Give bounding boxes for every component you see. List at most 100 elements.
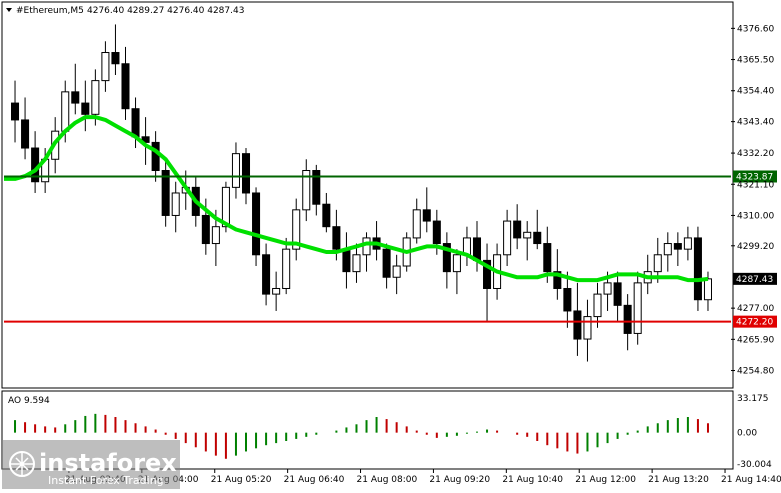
- candle-body: [513, 220, 522, 239]
- price-tick-label: 4299.20: [737, 242, 774, 252]
- candle-body: [653, 254, 662, 273]
- candle-body: [221, 186, 230, 228]
- candle-body: [322, 203, 331, 228]
- level-tag-text: 4272.20: [736, 318, 773, 328]
- candle-body: [252, 192, 261, 256]
- candle-body: [11, 102, 20, 121]
- candle-body: [111, 52, 120, 65]
- candle-body: [211, 226, 220, 245]
- price-tick-label: 4321.10: [737, 180, 774, 190]
- candle-body: [91, 80, 100, 115]
- ao-tick-label: 33.175: [737, 394, 769, 404]
- candle-body: [71, 91, 80, 104]
- time-axis: 21 Aug 02:40 21 Aug 04:00 21 Aug 05:20 21 A…: [65, 469, 781, 485]
- time-tick-label: 21 Aug 02:40: [65, 475, 126, 485]
- candle-body: [683, 237, 692, 250]
- candle-body: [161, 170, 170, 216]
- candle-body: [151, 141, 160, 172]
- candle-body: [533, 231, 542, 245]
- time-tick-label: 21 Aug 08:00: [357, 475, 418, 485]
- chart-header: #Ethereum,M5 4276.40 4289.27 4276.40 428…: [6, 6, 244, 16]
- current-price-tag: [733, 272, 777, 285]
- candle-body: [663, 243, 672, 256]
- candle-body: [272, 287, 281, 295]
- candle-body: [61, 91, 70, 132]
- candle-body: [342, 248, 351, 273]
- symbol-label: #Ethereum,M5: [16, 6, 84, 16]
- price-tick-label: 4376.60: [737, 24, 774, 34]
- candle-body: [442, 243, 451, 273]
- candle-body: [503, 220, 512, 256]
- ao-tick-label: -30.004: [737, 460, 772, 470]
- candle-body: [302, 170, 311, 211]
- candle-body: [412, 209, 421, 239]
- time-tick-label: 21 Aug 09:20: [429, 475, 490, 485]
- time-tick-label: 21 Aug 12:00: [575, 475, 636, 485]
- ohlc-values: 4276.40 4289.27 4276.40 4287.43: [87, 6, 244, 16]
- candle-body: [583, 316, 592, 340]
- price-tick-label: 4365.50: [737, 56, 774, 66]
- candle-body: [382, 248, 391, 278]
- candle-body: [21, 119, 30, 149]
- current-price-text: 4287.43: [736, 275, 773, 285]
- candle-body: [673, 243, 682, 250]
- candle-body: [703, 278, 712, 301]
- candle-body: [573, 310, 582, 340]
- time-tick-label: 21 Aug 04:00: [138, 475, 199, 485]
- candle-body: [101, 52, 110, 82]
- candle-body: [171, 192, 180, 216]
- candle-body: [432, 220, 441, 245]
- time-tick-label: 21 Aug 14:40: [721, 475, 781, 485]
- candle-body: [362, 237, 371, 256]
- candle-body: [141, 136, 150, 143]
- candle-body: [523, 231, 532, 239]
- price-tick-label: 4310.00: [737, 211, 774, 221]
- candle-body: [543, 243, 552, 273]
- candle-body: [603, 282, 612, 295]
- candle-body: [332, 226, 341, 250]
- ao-label: AO 9.594: [8, 396, 50, 406]
- candle-body: [563, 287, 572, 312]
- price-tick-label: 4254.80: [737, 367, 774, 377]
- candle-body: [623, 304, 632, 334]
- candles-layer: [11, 24, 712, 362]
- price-tick-label: 4343.40: [737, 118, 774, 128]
- level-tag-text: 4323.87: [736, 172, 773, 182]
- candle-body: [121, 63, 130, 110]
- price-axis: 4376.60 4365.50 4354.40 4343.40 4332.20 4321.…: [731, 24, 774, 377]
- candle-body: [452, 254, 461, 273]
- levels-layer: 4323.87 4272.20 4287.43: [4, 170, 777, 328]
- candle-body: [422, 209, 431, 222]
- candle-body: [483, 259, 492, 289]
- level-tag-red: [733, 315, 777, 328]
- moving-average-line: [4, 115, 709, 283]
- level-tag-green: [733, 170, 777, 183]
- candle-body: [633, 282, 642, 334]
- time-tick-label: 21 Aug 13:20: [648, 475, 709, 485]
- moving-average-layer: [4, 115, 709, 283]
- candle-body: [282, 248, 291, 289]
- price-tick-label: 4277.00: [737, 304, 774, 314]
- candle-body: [201, 214, 210, 245]
- price-tick-label: 4265.90: [737, 335, 774, 345]
- candle-body: [613, 282, 622, 306]
- ao-histogram: [14, 413, 709, 459]
- price-tick-label: 4332.20: [737, 149, 774, 159]
- candle-body: [241, 153, 251, 194]
- candle-body: [231, 153, 240, 188]
- time-tick-label: 21 Aug 06:40: [284, 475, 345, 485]
- candle-body: [81, 102, 90, 115]
- candle-body: [352, 254, 361, 273]
- time-tick-label: 21 Aug 05:20: [211, 475, 272, 485]
- price-tick-label: 4354.40: [737, 87, 774, 97]
- candle-body: [292, 209, 301, 250]
- dropdown-triangle-icon[interactable]: [6, 8, 12, 12]
- ao-axis: 33.175 0.00 -30.004: [737, 394, 772, 470]
- candle-body: [262, 254, 271, 295]
- time-tick-label: 21 Aug 10:40: [502, 475, 563, 485]
- candle-body: [553, 271, 562, 289]
- candle-body: [312, 170, 321, 205]
- candle-body: [131, 108, 140, 138]
- candle-body: [593, 293, 602, 318]
